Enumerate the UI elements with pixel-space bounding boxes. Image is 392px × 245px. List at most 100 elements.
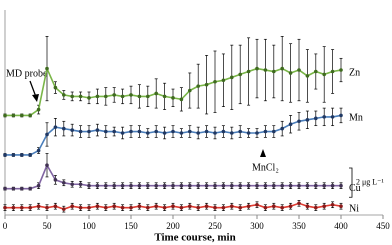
point [11, 153, 16, 157]
point [171, 96, 175, 100]
point [238, 205, 242, 210]
point [305, 74, 310, 78]
point [196, 205, 200, 210]
point [87, 129, 91, 134]
point [78, 205, 83, 210]
point [255, 202, 259, 207]
x-tick-label: 200 [166, 221, 180, 231]
point [95, 204, 100, 209]
point [146, 183, 150, 188]
point [204, 82, 209, 87]
point [112, 204, 116, 209]
point [322, 204, 327, 209]
point [28, 113, 32, 118]
point [11, 205, 16, 210]
point [11, 113, 16, 118]
point [339, 113, 343, 118]
x-tick-label: 150 [124, 221, 138, 231]
point [171, 183, 175, 188]
point [255, 183, 259, 188]
point [204, 183, 209, 188]
point [36, 183, 41, 188]
point [137, 183, 142, 188]
point [196, 183, 200, 188]
point [36, 204, 41, 209]
point [339, 68, 343, 72]
point [280, 126, 285, 131]
point [129, 183, 133, 188]
point [162, 183, 167, 188]
point [45, 66, 49, 71]
point [255, 66, 259, 71]
point [3, 186, 7, 191]
point [162, 205, 167, 210]
point [53, 178, 58, 182]
point [330, 115, 335, 119]
point [213, 183, 217, 188]
point [322, 183, 327, 188]
x-tick-label: 50 [43, 221, 53, 231]
point [230, 75, 234, 80]
point [162, 131, 167, 135]
point [288, 204, 293, 209]
point [95, 183, 100, 188]
point [221, 129, 226, 134]
point [120, 94, 125, 99]
point [154, 183, 158, 188]
point [305, 183, 310, 188]
point [171, 204, 175, 209]
annotation: MnCl₂ [252, 162, 279, 173]
point [53, 204, 58, 209]
point [53, 85, 58, 90]
point [78, 94, 83, 99]
point [297, 201, 301, 206]
point [204, 129, 209, 134]
point [3, 113, 7, 118]
point [70, 94, 74, 99]
point [230, 183, 234, 188]
point [36, 148, 41, 153]
point [188, 129, 192, 134]
point [246, 183, 251, 188]
point [322, 72, 327, 77]
point [62, 207, 66, 211]
point [339, 183, 343, 188]
point [196, 131, 200, 135]
point [213, 205, 217, 210]
point [213, 79, 217, 84]
x-tick-label: 300 [250, 221, 264, 231]
point [272, 204, 276, 209]
point [322, 115, 327, 119]
point [20, 153, 24, 157]
series-label: Cu [349, 183, 361, 194]
point [36, 107, 41, 112]
point [137, 94, 142, 99]
point [238, 72, 242, 77]
point [45, 163, 49, 168]
point [62, 93, 66, 97]
point [87, 205, 91, 210]
point [137, 204, 142, 209]
point [230, 204, 234, 209]
point [330, 202, 335, 207]
point [112, 129, 116, 134]
point [3, 205, 7, 210]
point [263, 68, 268, 72]
point [28, 186, 32, 191]
point [95, 94, 100, 99]
point [179, 205, 184, 210]
point [154, 204, 158, 209]
point [87, 96, 91, 100]
series-label: Ni [349, 204, 359, 215]
point [154, 129, 158, 134]
point [314, 205, 318, 210]
point [53, 125, 58, 129]
point [112, 93, 116, 97]
point [188, 88, 192, 93]
point [230, 131, 234, 135]
point [78, 129, 83, 134]
point [272, 129, 276, 134]
point [70, 204, 74, 209]
point [263, 129, 268, 134]
point [179, 97, 184, 102]
